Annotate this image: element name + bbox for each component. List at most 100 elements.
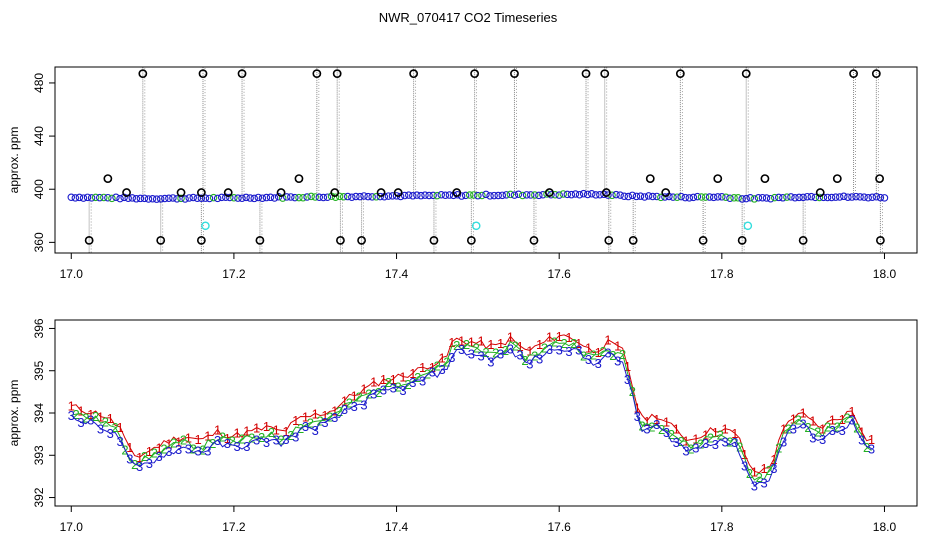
- series-marker-1: 1: [136, 450, 143, 465]
- series-marker-3: 3: [263, 435, 270, 450]
- outlier-low-point: [798, 235, 808, 245]
- series-marker-2: 2: [765, 463, 772, 478]
- series-marker-2: 2: [502, 343, 509, 358]
- series-marker-1: 1: [575, 336, 582, 351]
- data-point: [71, 194, 80, 202]
- data-point: [238, 194, 246, 202]
- data-point: [547, 191, 555, 199]
- data-point: [856, 193, 864, 201]
- data-point: [864, 193, 872, 202]
- data-point: [152, 195, 161, 203]
- data-point: [600, 190, 608, 199]
- series-marker-2: 2: [541, 341, 548, 356]
- series-marker-3: 3: [741, 459, 748, 474]
- data-point: [535, 191, 543, 200]
- data-point: [116, 194, 124, 203]
- series-marker-3: 3: [526, 357, 533, 372]
- series-marker-1: 1: [507, 329, 514, 344]
- data-point: [632, 192, 641, 201]
- series-marker-2: 2: [521, 353, 528, 368]
- series-marker-2: 2: [385, 375, 392, 390]
- data-point: [681, 193, 689, 202]
- series-marker-3: 3: [214, 433, 221, 448]
- data-point: [364, 192, 372, 201]
- series-marker-1: 1: [146, 444, 153, 459]
- x-tick-label: 17.8: [710, 267, 734, 281]
- series-marker-2: 2: [609, 348, 616, 363]
- series-marker-1: 1: [741, 447, 748, 462]
- data-point: [372, 193, 380, 201]
- series-marker-1: 1: [819, 421, 826, 436]
- outlier-point: [122, 188, 131, 197]
- data-point: [132, 195, 141, 203]
- outlier-point: [330, 188, 340, 197]
- data-point: [242, 193, 250, 202]
- series-marker-3: 3: [604, 345, 611, 360]
- series-marker-2: 2: [580, 348, 587, 363]
- series-marker-2: 2: [678, 434, 685, 449]
- series-marker-2: 2: [843, 410, 850, 425]
- series-marker-3: 3: [546, 342, 553, 357]
- series-marker-2: 2: [668, 427, 675, 442]
- series-marker-1: 1: [604, 333, 611, 348]
- data-point: [555, 191, 563, 199]
- series-marker-1: 1: [468, 334, 475, 349]
- series-marker-2: 2: [141, 449, 148, 464]
- data-point: [811, 193, 820, 202]
- data-point: [775, 193, 783, 202]
- data-point: [205, 194, 214, 203]
- data-point: [490, 191, 498, 200]
- data-point: [592, 191, 600, 199]
- data-point: [531, 191, 539, 199]
- series-marker-1: 1: [243, 424, 250, 439]
- series-marker-1: 1: [253, 421, 260, 436]
- y-tick-label: 394: [32, 403, 46, 423]
- data-point: [526, 191, 535, 199]
- flagged-point: [201, 221, 210, 231]
- data-point: [100, 193, 108, 202]
- data-point: [807, 192, 816, 201]
- outlier-low-point: [255, 235, 265, 245]
- series-marker-2: 2: [560, 336, 567, 351]
- series-marker-3: 3: [507, 341, 514, 356]
- outlier-low-point: [604, 235, 614, 245]
- plot-frame: [54, 66, 918, 254]
- series-line-1: [71, 334, 872, 474]
- series-marker-3: 3: [351, 399, 358, 414]
- outlier-high-point: [332, 69, 342, 79]
- series-marker-2: 2: [160, 442, 167, 457]
- series-marker-3: 3: [585, 352, 592, 367]
- series-marker-2: 2: [746, 466, 753, 481]
- data-point: [368, 193, 376, 201]
- data-point: [628, 191, 637, 200]
- data-point: [404, 191, 413, 199]
- outlier-low-point: [628, 235, 638, 245]
- series-marker-3: 3: [497, 346, 504, 361]
- data-point: [640, 193, 649, 201]
- series-marker-3: 3: [839, 423, 846, 438]
- series-marker-3: 3: [770, 461, 777, 476]
- series-marker-1: 1: [419, 360, 426, 375]
- series-marker-3: 3: [136, 459, 143, 474]
- x-tick-label: 17.4: [385, 520, 409, 534]
- data-point: [502, 191, 511, 199]
- series-marker-3: 3: [292, 430, 299, 445]
- data-point: [579, 189, 588, 198]
- series-marker-1: 1: [331, 403, 338, 418]
- outlier-high-point: [849, 69, 858, 79]
- series-marker-1: 1: [760, 461, 767, 476]
- series-marker-1: 1: [116, 420, 123, 435]
- data-point: [478, 191, 486, 200]
- series-marker-1: 1: [68, 399, 75, 414]
- x-tick-label: 17.2: [222, 520, 246, 534]
- data-point: [83, 193, 92, 202]
- series-marker-2: 2: [590, 348, 597, 363]
- outlier-low-point: [698, 235, 708, 245]
- series-marker-3: 3: [234, 439, 241, 454]
- series-marker-2: 2: [170, 435, 177, 450]
- data-point: [262, 193, 271, 202]
- data-point: [791, 194, 799, 202]
- outlier-point: [176, 188, 186, 197]
- data-point: [636, 192, 645, 200]
- outlier-point: [713, 174, 723, 183]
